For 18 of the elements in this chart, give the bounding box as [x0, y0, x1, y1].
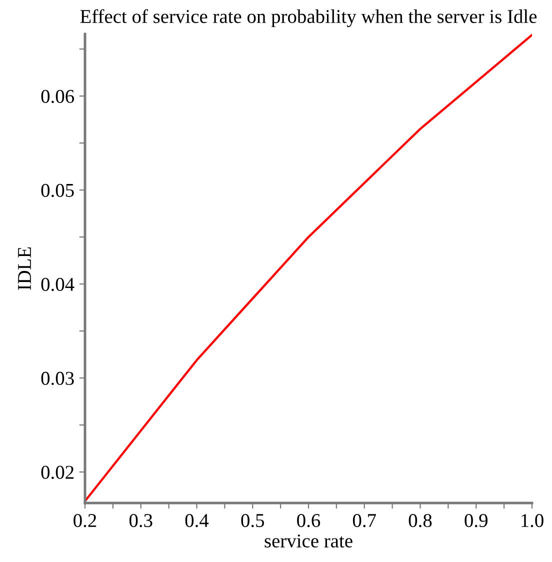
y-axis-title: IDLE [18, 247, 31, 290]
line-series [85, 34, 532, 502]
x-tick-label: 0.9 [464, 514, 488, 528]
x-axis-title: service rate [264, 534, 352, 548]
y-tick-label: 0.04 [41, 278, 74, 292]
chart-title: Effect of service rate on probability when the server is Idle [80, 9, 537, 28]
y-tick-label: 0.05 [41, 184, 74, 198]
y-tick-label: 0.03 [41, 372, 74, 386]
y-tick-label: 0.06 [41, 90, 74, 104]
x-tick-label: 0.3 [129, 514, 152, 528]
x-tick-label: 0.7 [352, 514, 376, 528]
x-tick-label: 0.2 [74, 514, 96, 528]
x-tick-label: 0.5 [241, 514, 264, 528]
y-tick-label: 0.02 [41, 466, 74, 480]
x-tick-label: 0.4 [185, 514, 209, 528]
x-tick-label: 0.6 [297, 514, 320, 528]
x-tick-label: 1.0 [522, 514, 544, 528]
x-tick-label: 0.8 [408, 514, 432, 528]
